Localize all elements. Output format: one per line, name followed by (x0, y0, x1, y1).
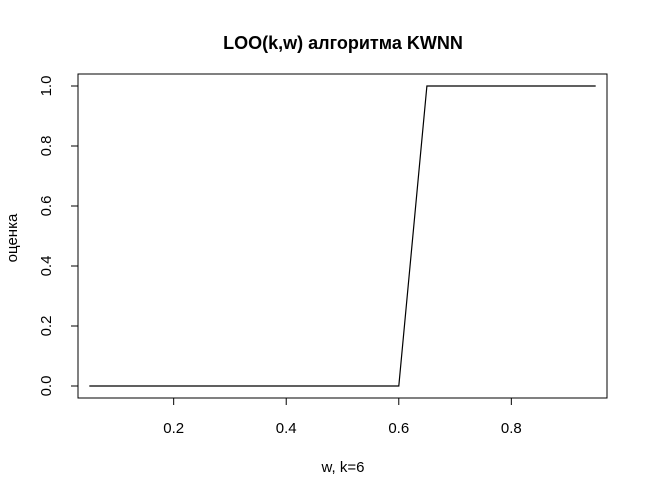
x-tick-label: 0.2 (163, 420, 184, 437)
x-axis: 0.2 0.4 0.6 0.8 (163, 398, 522, 437)
y-axis-label: оценка (4, 213, 21, 262)
y-tick-label: 0.4 (38, 256, 55, 277)
y-tick-label: 0.0 (38, 376, 55, 397)
x-axis-label: w, k=6 (321, 459, 365, 476)
y-tick-label: 1.0 (38, 76, 55, 97)
plot-frame (77, 73, 608, 399)
series-line (89, 85, 596, 387)
x-tick-label: 0.8 (501, 420, 522, 437)
y-tick-label: 0.2 (38, 316, 55, 337)
y-tick-label: 0.8 (38, 136, 55, 157)
chart-title: LOO(k,w) алгоритма KWNN (223, 33, 463, 53)
y-axis: 0.0 0.2 0.4 0.6 0.8 1.0 (38, 76, 78, 397)
series-layer (89, 85, 596, 387)
x-tick-label: 0.4 (276, 420, 297, 437)
y-tick-label: 0.6 (38, 196, 55, 217)
x-tick-label: 0.6 (388, 420, 409, 437)
